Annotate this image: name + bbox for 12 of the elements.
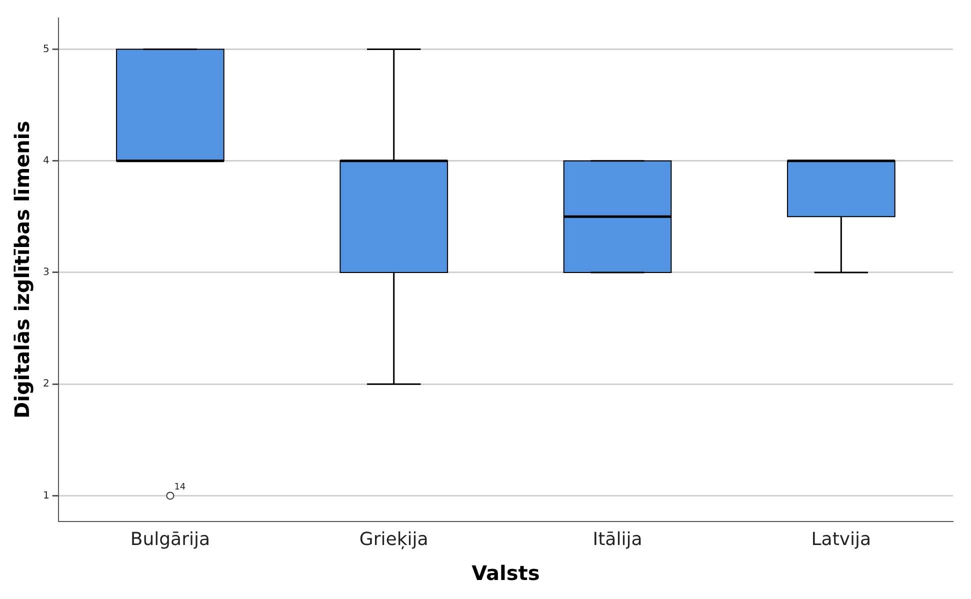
x-tick-label: Itālija (592, 528, 642, 550)
x-tick-label: Bulgārija (130, 528, 210, 550)
x-axis-title: Valsts (472, 561, 540, 586)
y-tick-label: 4 (42, 155, 50, 166)
y-tick-label: 3 (42, 267, 50, 278)
x-tick-label: Latvija (811, 528, 872, 550)
x-tick-label: Grieķija (359, 528, 428, 550)
annotation: 14 (174, 482, 186, 493)
y-tick-label: 2 (42, 378, 50, 390)
y-tick-label: 1 (42, 490, 50, 502)
y-axis-title: Digitalās izglītības līmenis (10, 120, 34, 419)
y-tick-label: 5 (42, 44, 50, 55)
